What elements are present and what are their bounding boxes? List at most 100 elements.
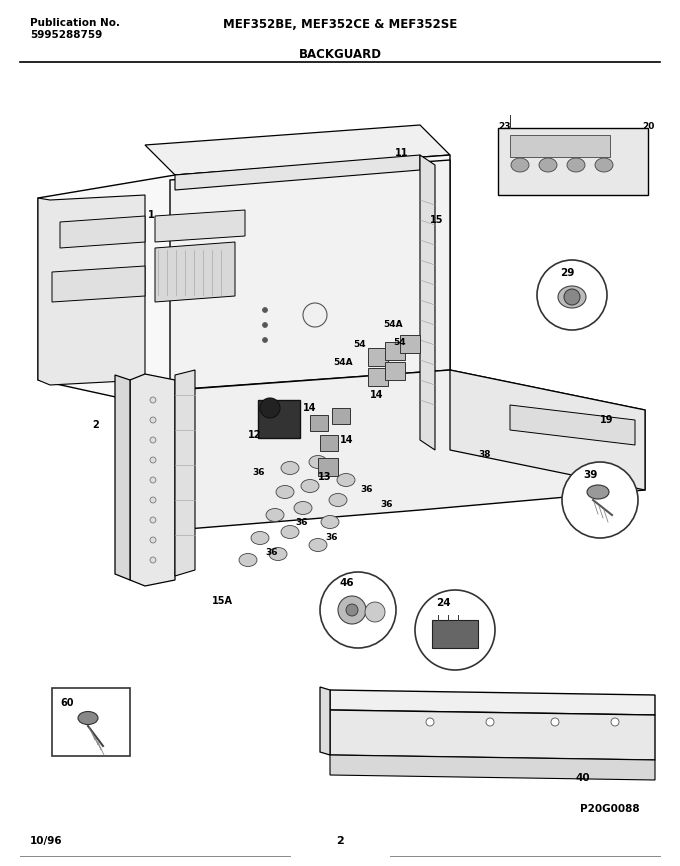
- FancyBboxPatch shape: [320, 435, 338, 451]
- Text: 2: 2: [92, 420, 99, 430]
- Polygon shape: [52, 266, 145, 302]
- Polygon shape: [155, 242, 235, 302]
- Circle shape: [150, 477, 156, 483]
- Text: BACKGUARD: BACKGUARD: [299, 48, 381, 61]
- Text: 38: 38: [478, 450, 490, 459]
- Ellipse shape: [276, 486, 294, 499]
- Circle shape: [562, 462, 638, 538]
- Ellipse shape: [511, 158, 529, 172]
- FancyBboxPatch shape: [400, 335, 420, 353]
- Circle shape: [611, 718, 619, 726]
- Circle shape: [150, 517, 156, 523]
- Circle shape: [564, 289, 580, 305]
- Text: 54: 54: [393, 338, 406, 347]
- Circle shape: [338, 596, 366, 624]
- FancyBboxPatch shape: [368, 368, 388, 386]
- Circle shape: [262, 307, 267, 313]
- FancyBboxPatch shape: [52, 688, 130, 756]
- Text: Publication No.: Publication No.: [30, 18, 120, 28]
- Text: 11: 11: [395, 148, 409, 158]
- Ellipse shape: [269, 547, 287, 560]
- Polygon shape: [38, 195, 145, 385]
- Polygon shape: [145, 125, 450, 175]
- FancyBboxPatch shape: [510, 135, 610, 157]
- Text: 20: 20: [642, 122, 654, 131]
- Text: 13: 13: [318, 472, 332, 482]
- FancyBboxPatch shape: [432, 620, 478, 648]
- Circle shape: [262, 338, 267, 342]
- Text: 54: 54: [353, 340, 366, 349]
- Text: 2: 2: [336, 836, 344, 846]
- Circle shape: [150, 417, 156, 423]
- Text: 36: 36: [360, 485, 373, 494]
- Polygon shape: [320, 687, 330, 755]
- Ellipse shape: [78, 712, 98, 725]
- Polygon shape: [510, 405, 635, 445]
- Polygon shape: [450, 370, 645, 490]
- Polygon shape: [115, 375, 130, 580]
- Polygon shape: [330, 710, 655, 760]
- Text: 54A: 54A: [333, 358, 353, 367]
- Ellipse shape: [595, 158, 613, 172]
- Circle shape: [150, 557, 156, 563]
- Ellipse shape: [329, 494, 347, 507]
- Text: 29: 29: [560, 268, 575, 278]
- Text: 5995288759: 5995288759: [30, 30, 102, 40]
- Ellipse shape: [251, 532, 269, 545]
- Text: 14: 14: [370, 390, 384, 400]
- Circle shape: [365, 602, 385, 622]
- Text: 36: 36: [265, 548, 277, 557]
- Circle shape: [320, 572, 396, 648]
- Polygon shape: [130, 374, 175, 586]
- Ellipse shape: [309, 456, 327, 469]
- Text: 39: 39: [583, 470, 597, 480]
- Circle shape: [551, 718, 559, 726]
- Ellipse shape: [294, 501, 312, 514]
- Text: 1: 1: [148, 210, 155, 220]
- Text: 54A: 54A: [383, 320, 403, 329]
- Circle shape: [150, 497, 156, 503]
- Circle shape: [426, 718, 434, 726]
- Circle shape: [150, 457, 156, 463]
- Ellipse shape: [321, 515, 339, 528]
- Text: 40: 40: [575, 773, 590, 783]
- Ellipse shape: [239, 553, 257, 566]
- Ellipse shape: [266, 508, 284, 521]
- Text: 19: 19: [600, 415, 613, 425]
- Polygon shape: [170, 160, 450, 390]
- Ellipse shape: [301, 480, 319, 493]
- Polygon shape: [420, 155, 435, 450]
- Polygon shape: [155, 210, 245, 242]
- Circle shape: [262, 322, 267, 327]
- Ellipse shape: [337, 474, 355, 487]
- FancyBboxPatch shape: [258, 400, 300, 438]
- Ellipse shape: [539, 158, 557, 172]
- Ellipse shape: [587, 485, 609, 499]
- Text: 60: 60: [60, 698, 73, 708]
- FancyBboxPatch shape: [318, 458, 338, 476]
- Ellipse shape: [281, 462, 299, 475]
- Text: P20G0088: P20G0088: [580, 804, 640, 814]
- FancyBboxPatch shape: [310, 415, 328, 431]
- FancyBboxPatch shape: [385, 342, 405, 360]
- Text: 36: 36: [325, 533, 337, 542]
- Text: 14: 14: [303, 403, 316, 413]
- FancyBboxPatch shape: [368, 348, 388, 366]
- Ellipse shape: [567, 158, 585, 172]
- Polygon shape: [175, 155, 420, 190]
- Circle shape: [150, 397, 156, 403]
- FancyBboxPatch shape: [385, 362, 405, 380]
- Text: 36: 36: [380, 500, 392, 509]
- Ellipse shape: [558, 286, 586, 308]
- Text: 12: 12: [248, 430, 262, 440]
- Text: MEF352BE, MEF352CE & MEF352SE: MEF352BE, MEF352CE & MEF352SE: [223, 18, 457, 31]
- Text: 36: 36: [252, 468, 265, 477]
- Text: 10/96: 10/96: [30, 836, 63, 846]
- Circle shape: [346, 604, 358, 616]
- Ellipse shape: [281, 526, 299, 539]
- Circle shape: [486, 718, 494, 726]
- Polygon shape: [498, 128, 648, 195]
- Polygon shape: [330, 690, 655, 715]
- Text: 15: 15: [430, 215, 443, 225]
- Circle shape: [537, 260, 607, 330]
